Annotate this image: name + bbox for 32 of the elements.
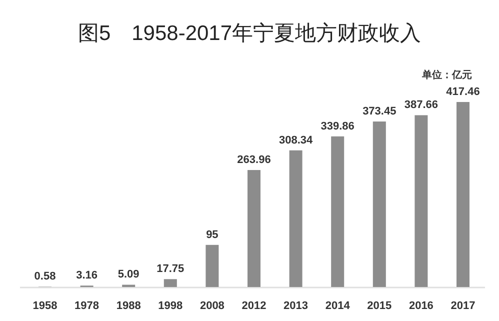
bar: [289, 150, 302, 287]
bar: [248, 170, 260, 287]
data-label: 308.34: [278, 134, 314, 146]
data-label: 17.75: [156, 263, 184, 276]
text: 单位：亿元: [421, 69, 472, 81]
x-tick-label: 2015: [367, 300, 392, 312]
data-label: 373.45: [362, 106, 396, 118]
x-tick-label: 1998: [158, 300, 183, 312]
bar: [206, 244, 219, 287]
x-tick-label: 1978: [74, 300, 100, 312]
x-tick-label: 2008: [200, 300, 224, 312]
bar: [456, 102, 470, 287]
x-tick-label: 1988: [116, 300, 141, 312]
x-tick-label: 2012: [242, 300, 266, 312]
data-label: 387.66: [404, 99, 438, 112]
bar: [164, 279, 177, 287]
x-tick-label: 2016: [408, 300, 434, 312]
bar: [331, 136, 344, 287]
x-tick-label: 2014: [325, 300, 351, 312]
data-label: 95: [206, 228, 218, 241]
data-label: 417.46: [446, 86, 480, 98]
bar: [372, 122, 386, 287]
x-tick-label: 2017: [450, 300, 476, 312]
data-label: 5.09: [118, 268, 140, 281]
x-tick-label: 1958: [32, 300, 58, 312]
chart-title: 图5 1958-2017年宁夏地方财政收入: [78, 22, 422, 45]
data-label: 3.16: [76, 270, 98, 282]
bar: [414, 115, 428, 287]
x-tick-label: 2013: [284, 300, 308, 312]
data-label: 263.96: [237, 154, 271, 166]
data-label: 339.86: [320, 120, 354, 132]
data-label: 0.58: [34, 270, 56, 283]
